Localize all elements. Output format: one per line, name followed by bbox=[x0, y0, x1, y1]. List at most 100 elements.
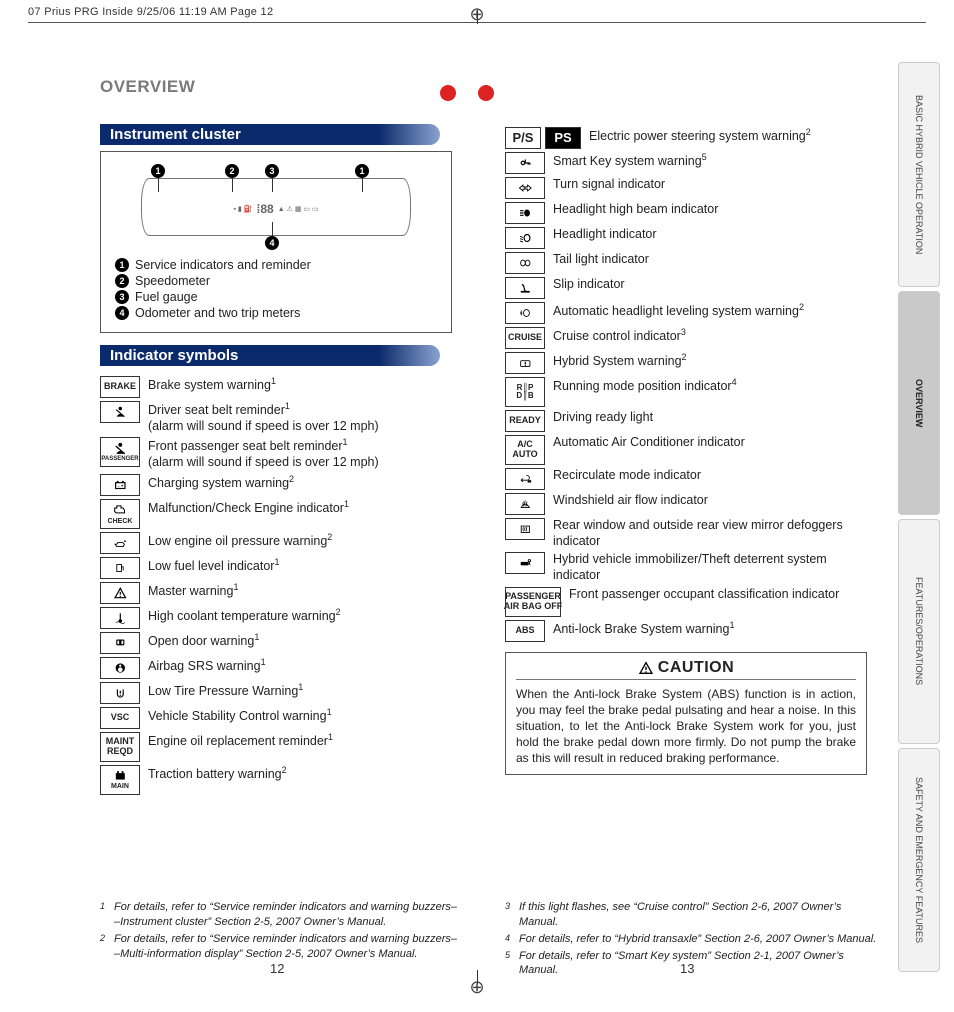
symbol-desc: Charging system warning2 bbox=[148, 474, 294, 492]
symbol-desc: Low Tire Pressure Warning1 bbox=[148, 682, 303, 700]
symbol-desc: Recirculate mode indicator bbox=[553, 468, 701, 484]
caution-body: When the Anti-lock Brake System (ABS) fu… bbox=[516, 686, 856, 767]
symbol-desc: Low engine oil pressure warning2 bbox=[148, 532, 332, 550]
symbol-row: High coolant temperature warning2 bbox=[100, 607, 452, 629]
symbol-desc: Master warning1 bbox=[148, 582, 238, 600]
footnote: 4For details, refer to “Hybrid transaxle… bbox=[505, 932, 877, 947]
footnotes-left: 1For details, refer to “Service reminder… bbox=[100, 900, 460, 963]
symbol-desc: Anti-lock Brake System warning1 bbox=[553, 620, 734, 638]
ABS-icon: ABS bbox=[505, 620, 545, 642]
temp-icon bbox=[100, 607, 140, 629]
READY-icon: READY bbox=[505, 410, 545, 432]
symbol-row: MAINT REQDEngine oil replacement reminde… bbox=[100, 732, 452, 762]
cluster-legend: 1Service indicators and reminder 2 Speedom… bbox=[115, 258, 437, 320]
symbol-row: READY Driving ready light bbox=[505, 410, 867, 432]
symbol-row: Turn signal indicator bbox=[505, 177, 867, 199]
crop-tick-bottom bbox=[477, 970, 478, 984]
cluster-diagram: ▪ ▮ ⛽ ⁞88 ▲ ⚠ ▦ ▭ ▭ 1 2 3 1 4 bbox=[115, 164, 437, 250]
fuel-icon bbox=[100, 557, 140, 579]
callout-1: 1 bbox=[151, 164, 165, 178]
bullet-icon: 1 bbox=[115, 258, 129, 272]
A/C AUTO-icon: A/C AUTO bbox=[505, 435, 545, 465]
symbol-row: PASSENGERFront passenger seat belt remin… bbox=[100, 437, 452, 470]
bullet-icon: 3 bbox=[115, 290, 129, 304]
ps-icon-inv: PS bbox=[545, 127, 581, 149]
symbol-row: Headlight high beam indicator bbox=[505, 202, 867, 224]
side-tab[interactable]: BASIC HYBRID VEHICLE OPERATION bbox=[898, 62, 940, 287]
shift-mode-icon: R║P D║B bbox=[505, 377, 545, 407]
headlight-icon bbox=[505, 227, 545, 249]
battery-icon bbox=[100, 474, 140, 496]
symbol-desc: Automatic Air Conditioner indicator bbox=[553, 435, 745, 451]
bullet-icon: 4 bbox=[115, 306, 129, 320]
registration-dot bbox=[440, 85, 456, 101]
warning-icon bbox=[638, 660, 654, 676]
symbol-row: Low engine oil pressure warning2 bbox=[100, 532, 452, 554]
seatbelt-passenger-icon: PASSENGER bbox=[100, 437, 140, 467]
symbol-desc: Airbag SRS warning1 bbox=[148, 657, 266, 675]
page-title: OVERVIEW bbox=[100, 77, 195, 97]
airbag-icon bbox=[100, 657, 140, 679]
side-tab[interactable]: OVERVIEW bbox=[898, 291, 940, 516]
turn-icon bbox=[505, 177, 545, 199]
cluster-legend-row: 2 Speedometer bbox=[115, 274, 437, 288]
symbol-desc: Headlight indicator bbox=[553, 227, 657, 243]
cluster-legend-row: 1Service indicators and reminder bbox=[115, 258, 437, 272]
level-icon bbox=[505, 302, 545, 324]
section-header-symbols: Indicator symbols bbox=[100, 345, 440, 366]
symbol-desc: Driving ready light bbox=[553, 410, 653, 426]
callout-3: 3 bbox=[265, 164, 279, 178]
symbol-row: Tail light indicator bbox=[505, 252, 867, 274]
symbol-desc: Cruise control indicator3 bbox=[553, 327, 686, 345]
symbol-row: P/S PS Electric power steering system wa… bbox=[505, 127, 867, 149]
symbol-row: Airbag SRS warning1 bbox=[100, 657, 452, 679]
defrostR-icon bbox=[505, 518, 545, 540]
MAINT REQD-icon: MAINT REQD bbox=[100, 732, 140, 762]
BRAKE-icon: BRAKE bbox=[100, 376, 140, 398]
symbol-row: Open door warning1 bbox=[100, 632, 452, 654]
symbol-row: ABS Anti-lock Brake System warning1 bbox=[505, 620, 867, 642]
footnote: 1For details, refer to “Service reminder… bbox=[100, 900, 460, 930]
side-tab[interactable]: FEATURES/OPERATIONS bbox=[898, 519, 940, 744]
symbol-desc: Windshield air flow indicator bbox=[553, 493, 708, 509]
symbol-desc: High coolant temperature warning2 bbox=[148, 607, 341, 625]
symbol-desc: Running mode position indicator4 bbox=[553, 377, 737, 395]
symbol-desc: Brake system warning1 bbox=[148, 376, 276, 394]
symbol-row: Windshield air flow indicator bbox=[505, 493, 867, 515]
key-icon bbox=[505, 152, 545, 174]
symbol-desc: Turn signal indicator bbox=[553, 177, 665, 193]
print-slug: 07 Prius PRG Inside 9/25/06 11:19 AM Pag… bbox=[28, 6, 273, 18]
symbol-desc: Driver seat belt reminder1(alarm will so… bbox=[148, 401, 379, 434]
symbol-desc: Hybrid System warning2 bbox=[553, 352, 687, 370]
cluster-legend-row: 4Odometer and two trip meters bbox=[115, 306, 437, 320]
legend-label: Speedometer bbox=[135, 274, 210, 288]
callout-1b: 1 bbox=[355, 164, 369, 178]
engine-icon: CHECK bbox=[100, 499, 140, 529]
defrostF-icon bbox=[505, 493, 545, 515]
bullet-icon: 2 bbox=[115, 274, 129, 288]
symbol-row: PASSENGER AIR BAG OFFFront passenger occ… bbox=[505, 587, 867, 617]
cluster-legend-row: 3 Fuel gauge bbox=[115, 290, 437, 304]
hybrid-icon bbox=[505, 352, 545, 374]
instrument-cluster-box: ▪ ▮ ⛽ ⁞88 ▲ ⚠ ▦ ▭ ▭ 1 2 3 1 4 1Service i… bbox=[100, 151, 452, 333]
oilcan-icon bbox=[100, 532, 140, 554]
symbol-desc: Tail light indicator bbox=[553, 252, 649, 268]
seatbelt-icon bbox=[100, 401, 140, 423]
door-icon bbox=[100, 632, 140, 654]
callout-2: 2 bbox=[225, 164, 239, 178]
right-column: P/S PS Electric power steering system wa… bbox=[505, 124, 867, 775]
caution-box: CAUTION When the Anti-lock Brake System … bbox=[505, 652, 867, 776]
legend-label: Fuel gauge bbox=[135, 290, 198, 304]
side-tabs: BASIC HYBRID VEHICLE OPERATIONOVERVIEWFE… bbox=[898, 62, 940, 972]
symbol-row: MAINTraction battery warning2 bbox=[100, 765, 452, 795]
caution-title: CAUTION bbox=[658, 659, 734, 677]
side-tab[interactable]: SAFETY AND EMERGENCY FEATURES bbox=[898, 748, 940, 973]
registration-dot bbox=[478, 85, 494, 101]
car-key-icon bbox=[505, 552, 545, 574]
traction-battery-icon: MAIN bbox=[100, 765, 140, 795]
symbol-row: Low fuel level indicator1 bbox=[100, 557, 452, 579]
symbol-row: Recirculate mode indicator bbox=[505, 468, 867, 490]
page-number-right: 13 bbox=[680, 961, 694, 976]
tail-icon bbox=[505, 252, 545, 274]
symbol-row: Master warning1 bbox=[100, 582, 452, 604]
